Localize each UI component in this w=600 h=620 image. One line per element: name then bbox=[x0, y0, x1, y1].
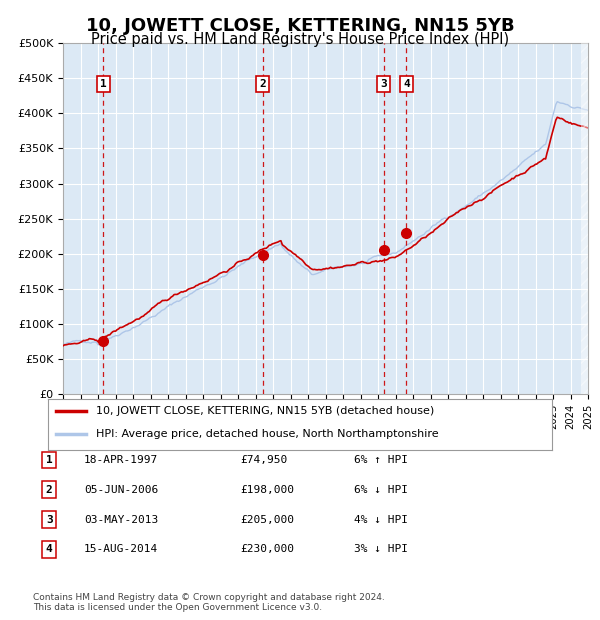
Text: 4: 4 bbox=[46, 544, 53, 554]
Text: 1: 1 bbox=[46, 455, 53, 465]
Text: 05-JUN-2006: 05-JUN-2006 bbox=[84, 485, 158, 495]
Text: 6% ↓ HPI: 6% ↓ HPI bbox=[354, 485, 408, 495]
Text: £230,000: £230,000 bbox=[240, 544, 294, 554]
Text: £205,000: £205,000 bbox=[240, 515, 294, 525]
Text: £74,950: £74,950 bbox=[240, 455, 287, 465]
Bar bbox=[581, 43, 589, 394]
Text: 10, JOWETT CLOSE, KETTERING, NN15 5YB (detached house): 10, JOWETT CLOSE, KETTERING, NN15 5YB (d… bbox=[96, 406, 434, 417]
Text: 2: 2 bbox=[259, 79, 266, 89]
Text: 10, JOWETT CLOSE, KETTERING, NN15 5YB: 10, JOWETT CLOSE, KETTERING, NN15 5YB bbox=[86, 17, 514, 35]
Text: £198,000: £198,000 bbox=[240, 485, 294, 495]
Text: 3: 3 bbox=[380, 79, 387, 89]
Text: HPI: Average price, detached house, North Northamptonshire: HPI: Average price, detached house, Nort… bbox=[96, 429, 439, 439]
Text: 3: 3 bbox=[46, 515, 53, 525]
Text: 03-MAY-2013: 03-MAY-2013 bbox=[84, 515, 158, 525]
Text: Contains HM Land Registry data © Crown copyright and database right 2024.
This d: Contains HM Land Registry data © Crown c… bbox=[33, 593, 385, 612]
Text: 3% ↓ HPI: 3% ↓ HPI bbox=[354, 544, 408, 554]
Text: 4: 4 bbox=[403, 79, 410, 89]
Text: Price paid vs. HM Land Registry's House Price Index (HPI): Price paid vs. HM Land Registry's House … bbox=[91, 32, 509, 47]
Text: 6% ↑ HPI: 6% ↑ HPI bbox=[354, 455, 408, 465]
Text: 1: 1 bbox=[100, 79, 107, 89]
Text: 18-APR-1997: 18-APR-1997 bbox=[84, 455, 158, 465]
Text: 15-AUG-2014: 15-AUG-2014 bbox=[84, 544, 158, 554]
Text: 2: 2 bbox=[46, 485, 53, 495]
Text: 4% ↓ HPI: 4% ↓ HPI bbox=[354, 515, 408, 525]
